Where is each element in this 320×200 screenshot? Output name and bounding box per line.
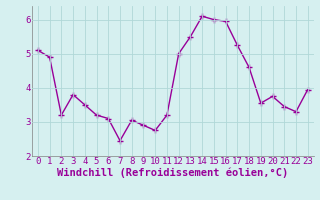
X-axis label: Windchill (Refroidissement éolien,°C): Windchill (Refroidissement éolien,°C): [57, 168, 288, 178]
